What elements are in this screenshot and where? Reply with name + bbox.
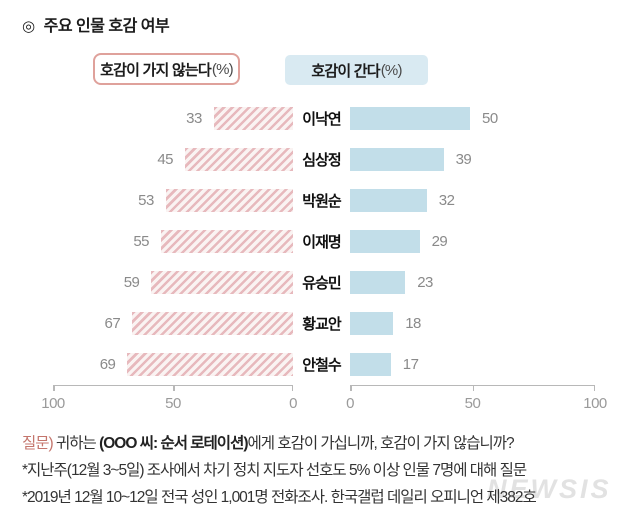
footnotes: 질문) 귀하는 (OOO 씨: 순서 로테이션)에게 호감이 가십니까, 호감이… xyxy=(22,430,628,511)
positive-bar xyxy=(350,148,444,171)
legend-negative: 호감이 가지 않는다 (%) xyxy=(93,53,240,85)
negative-zone: 53 xyxy=(53,189,293,212)
chart-row: 45 심상정 39 xyxy=(53,139,595,180)
title-bullet-icon: ◎ xyxy=(22,18,35,35)
positive-value: 29 xyxy=(431,233,448,250)
legend-positive-pct: (%) xyxy=(380,61,403,79)
positive-value: 18 xyxy=(405,315,421,332)
chart-row: 67 황교안 18 xyxy=(53,303,595,344)
chart-row: 55 이재명 29 xyxy=(53,221,595,262)
row-name: 이재명 xyxy=(302,234,341,251)
positive-bar xyxy=(350,230,420,253)
chart-row: 69 안철수 17 xyxy=(53,344,595,385)
positive-bar xyxy=(350,353,391,376)
positive-bar xyxy=(350,271,406,294)
legend-positive: 호감이 간다 (%) xyxy=(285,55,428,85)
negative-zone: 59 xyxy=(53,271,293,294)
positive-value: 32 xyxy=(438,192,455,209)
axis-tick-label: 50 xyxy=(464,395,481,412)
legend-negative-label: 호감이 가지 않는다 xyxy=(100,61,212,79)
positive-bar xyxy=(350,189,427,212)
positive-zone: 39 xyxy=(350,148,595,171)
negative-zone: 69 xyxy=(53,353,293,376)
negative-zone: 55 xyxy=(53,230,293,253)
question-label: 질문) xyxy=(22,435,54,452)
positive-zone: 50 xyxy=(350,107,595,130)
positive-zone: 29 xyxy=(350,230,595,253)
negative-value: 45 xyxy=(157,151,173,168)
chart-row: 59 유승민 23 xyxy=(53,262,595,303)
axis-tick-label: 100 xyxy=(583,395,607,412)
negative-bar xyxy=(161,230,293,253)
legend-positive-label: 호감이 간다 xyxy=(311,62,380,80)
positive-value: 17 xyxy=(402,356,419,373)
negative-value: 33 xyxy=(186,110,202,127)
question-bold: (OOO 씨: 순서 로테이션) xyxy=(99,435,248,452)
row-name: 황교안 xyxy=(302,316,341,333)
positive-value: 50 xyxy=(482,110,498,127)
chart-row: 33 이낙연 50 xyxy=(53,98,595,139)
question-pre: 귀하는 xyxy=(52,435,100,452)
negative-value: 69 xyxy=(99,356,116,373)
positive-zone: 18 xyxy=(350,312,595,335)
row-name: 심상정 xyxy=(302,152,341,169)
negative-value: 55 xyxy=(133,233,149,250)
x-axis-left: 100 50 0 xyxy=(41,385,297,415)
negative-value: 53 xyxy=(138,192,154,209)
positive-value: 23 xyxy=(417,274,433,291)
negative-value: 59 xyxy=(123,274,140,291)
title-text: 주요 인물 호감 여부 xyxy=(43,18,170,35)
question-post: 에게 호감이 가십니까, 호감이 가지 않습니까? xyxy=(247,435,515,452)
x-axis-left-line xyxy=(53,385,293,392)
legend-negative-pct: (%) xyxy=(211,60,234,78)
axis-tick-label: 50 xyxy=(165,395,181,412)
negative-bar xyxy=(165,189,293,212)
footnote-2: *2019년 12월 10~12일 전국 성인 1,001명 전화조사. 한국갤… xyxy=(22,489,537,506)
positive-bar xyxy=(350,107,470,130)
positive-value: 39 xyxy=(455,151,472,168)
negative-value: 67 xyxy=(104,315,121,332)
row-name: 유승민 xyxy=(302,275,341,292)
negative-zone: 33 xyxy=(53,107,293,130)
footnote-1: *지난주(12월 3~5일) 조사에서 차기 정치 지도자 선호도 5% 이상 … xyxy=(22,462,527,479)
negative-zone: 45 xyxy=(53,148,293,171)
positive-zone: 32 xyxy=(350,189,595,212)
axis-tick-label: 0 xyxy=(289,395,297,412)
newsis-watermark: NEWSIS xyxy=(487,474,612,504)
axis-tick-label: 0 xyxy=(346,395,354,412)
negative-bar xyxy=(185,148,293,171)
axis-tick-label: 100 xyxy=(41,395,65,412)
chart-row: 53 박원순 32 xyxy=(53,180,595,221)
row-name: 이낙연 xyxy=(302,111,341,128)
chart-rows: 33 이낙연 50 45 심상정 39 53 xyxy=(53,98,595,385)
negative-bar xyxy=(132,312,293,335)
x-axis-right-line xyxy=(350,385,595,392)
page-title: ◎ 주요 인물 호감 여부 xyxy=(22,12,170,36)
negative-zone: 67 xyxy=(53,312,293,335)
x-axis: 100 50 0 0 50 100 xyxy=(41,385,607,415)
negative-bar xyxy=(151,271,293,294)
x-axis-right: 0 50 100 xyxy=(346,385,607,415)
negative-bar xyxy=(127,353,293,376)
question-line: 질문) 귀하는 (OOO 씨: 순서 로테이션)에게 호감이 가십니까, 호감이… xyxy=(22,430,628,457)
positive-bar xyxy=(350,312,394,335)
row-name: 박원순 xyxy=(302,193,341,210)
positive-zone: 23 xyxy=(350,271,595,294)
row-name: 안철수 xyxy=(302,357,341,374)
positive-zone: 17 xyxy=(350,353,595,376)
negative-bar xyxy=(213,107,293,130)
